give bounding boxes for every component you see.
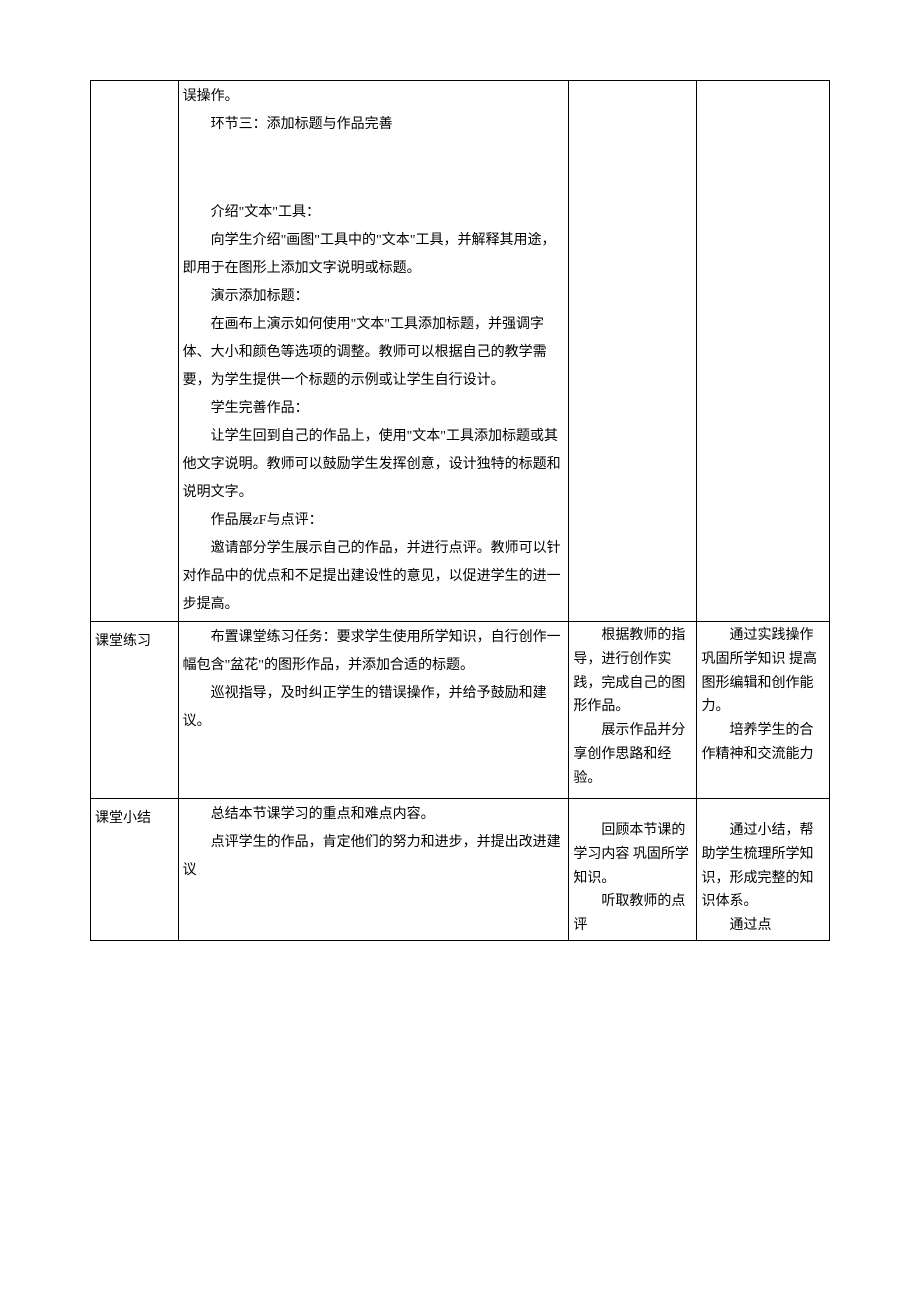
paragraph: 演示添加标题： [183,283,565,311]
paragraph: 让学生回到自己的作品上，使用"文本"工具添加标题或其他文字说明。教师可以鼓励学生… [183,423,565,507]
paragraph: 通过小结，帮助学生梳理所学知识，形成完整的知识体系。 [701,819,825,914]
paragraph: 作品展zF与点评： [183,507,565,535]
row1-col2: 误操作。 环节三：添加标题与作品完善 介绍"文本"工具： 向学生介绍"画图"工具… [178,81,569,622]
row1-col4 [697,81,830,622]
row2-col2: 布置课堂练习任务：要求学生使用所学知识，自行创作一幅包含"盆花"的图形作品，并添… [178,622,569,799]
paragraph: 通过实践操作 巩固所学知识 提高图形编辑和创作能力。 [701,624,825,719]
paragraph: 根据教师的指导，进行创作实践，完成自己的图形作品。 [573,624,692,719]
row3-col3: 回顾本节课的学习内容 巩固所学知识。 听取教师的点评 [569,799,697,941]
row3-col4: 通过小结，帮助学生梳理所学知识，形成完整的知识体系。 通过点 [697,799,830,941]
lesson-plan-table: 误操作。 环节三：添加标题与作品完善 介绍"文本"工具： 向学生介绍"画图"工具… [90,80,830,941]
paragraph: 回顾本节课的学习内容 巩固所学知识。 [573,819,692,890]
row3-col1: 课堂小结 [91,799,179,941]
document-page: 误操作。 环节三：添加标题与作品完善 介绍"文本"工具： 向学生介绍"画图"工具… [0,0,920,981]
row1-col3 [569,81,697,622]
row3-col2: 总结本节课学习的重点和难点内容。 点评学生的作品，肯定他们的努力和进步，并提出改… [178,799,569,941]
row2-col1: 课堂练习 [91,622,179,799]
paragraph: 邀请部分学生展示自己的作品，并进行点评。教师可以针对作品中的优点和不足提出建设性… [183,535,565,619]
paragraph: 点评学生的作品，肯定他们的努力和进步，并提出改进建议 [183,829,565,885]
paragraph: 误操作。 [183,83,565,111]
paragraph: 通过点 [701,914,825,938]
paragraph: 向学生介绍"画图"工具中的"文本"工具，并解释其用途，即用于在图形上添加文字说明… [183,227,565,283]
paragraph: 听取教师的点评 [573,890,692,938]
table-row: 课堂小结 总结本节课学习的重点和难点内容。 点评学生的作品，肯定他们的努力和进步… [91,799,830,941]
table-row: 误操作。 环节三：添加标题与作品完善 介绍"文本"工具： 向学生介绍"画图"工具… [91,81,830,622]
paragraph: 总结本节课学习的重点和难点内容。 [183,801,565,829]
paragraph: 在画布上演示如何使用"文本"工具添加标题，并强调字体、大小和颜色等选项的调整。教… [183,311,565,395]
paragraph: 巡视指导，及时纠正学生的错误操作，并给予鼓励和建议。 [183,680,565,736]
row1-col1 [91,81,179,622]
section-label: 课堂练习 [91,622,178,656]
paragraph: 介绍"文本"工具： [183,199,565,227]
paragraph: 培养学生的合作精神和交流能力 [701,719,825,767]
section-label: 课堂小结 [91,799,178,833]
table-row: 课堂练习 布置课堂练习任务：要求学生使用所学知识，自行创作一幅包含"盆花"的图形… [91,622,830,799]
row2-col3: 根据教师的指导，进行创作实践，完成自己的图形作品。 展示作品并分享创作思路和经验… [569,622,697,799]
paragraph: 展示作品并分享创作思路和经验。 [573,719,692,790]
row2-col4: 通过实践操作 巩固所学知识 提高图形编辑和创作能力。 培养学生的合作精神和交流能… [697,622,830,799]
paragraph: 学生完善作品： [183,395,565,423]
paragraph: 环节三：添加标题与作品完善 [183,111,565,139]
paragraph: 布置课堂练习任务：要求学生使用所学知识，自行创作一幅包含"盆花"的图形作品，并添… [183,624,565,680]
